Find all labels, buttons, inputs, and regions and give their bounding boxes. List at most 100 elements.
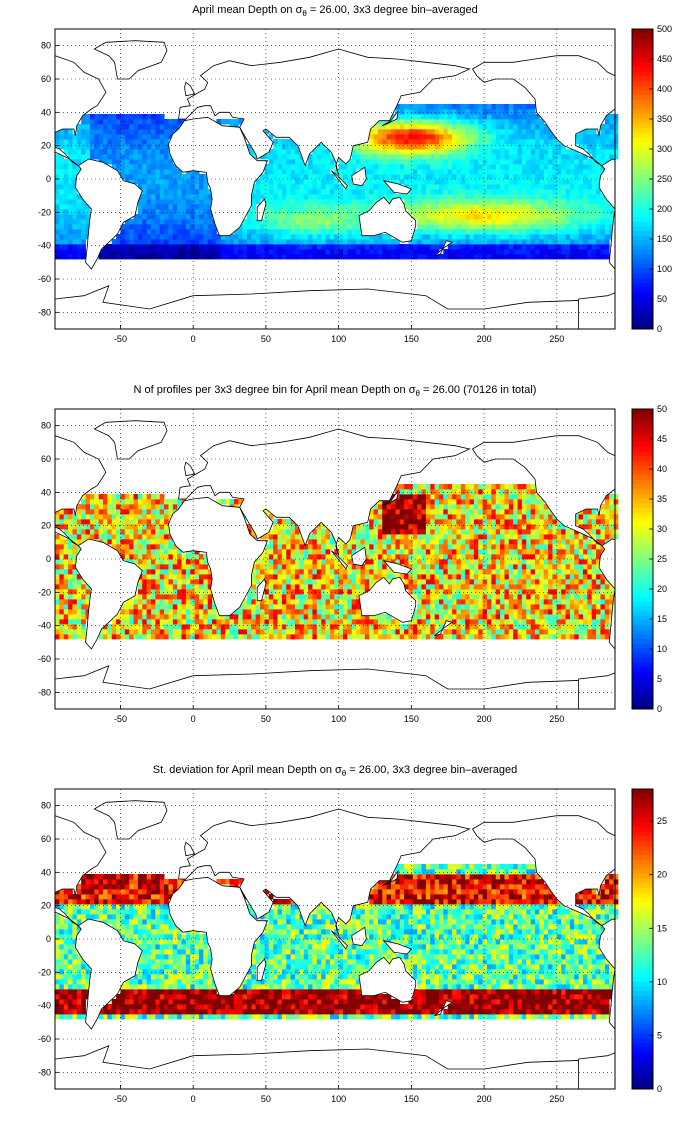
heatmap-cell (386, 194, 392, 200)
heatmap-cell (369, 134, 374, 140)
heatmap-cell (168, 549, 174, 555)
heatmap-cell (308, 604, 313, 610)
heatmap-cell (164, 209, 169, 215)
heatmap-cell (447, 189, 453, 195)
heatmap-cell (334, 219, 340, 225)
heatmap-cell (391, 139, 396, 145)
heatmap-cell (343, 584, 348, 590)
heatmap-cell (155, 509, 161, 515)
colorbar-segment (632, 61, 653, 67)
heatmap-cell (443, 534, 449, 540)
heatmap-cell (268, 159, 274, 165)
heatmap-cell (338, 174, 344, 180)
heatmap-cell (482, 179, 488, 185)
heatmap-cell (460, 244, 466, 250)
heatmap-cell (561, 194, 566, 200)
heatmap-cell (273, 609, 278, 615)
heatmap-cell (76, 154, 82, 160)
heatmap-cell (539, 244, 545, 250)
heatmap-cell (308, 569, 313, 575)
heatmap-cell (452, 214, 457, 220)
heatmap-cell (159, 559, 165, 565)
heatmap-cell (452, 484, 457, 490)
heatmap-cell (159, 524, 165, 530)
heatmap-cell (164, 539, 169, 545)
heatmap-cell (508, 114, 514, 120)
heatmap-cell (504, 229, 510, 235)
heatmap-cell (316, 224, 322, 230)
heatmap-cell (325, 619, 331, 625)
heatmap-cell (316, 204, 322, 210)
heatmap-cell (286, 184, 292, 190)
heatmap-cell (447, 169, 453, 175)
heatmap-cell (63, 214, 69, 220)
x-tick-label: 150 (404, 334, 419, 344)
heatmap-cell (434, 229, 440, 235)
heatmap-cell (325, 209, 331, 215)
heatmap-cell (377, 549, 383, 555)
heatmap-cell (382, 624, 388, 630)
heatmap-cell (539, 214, 545, 220)
heatmap-cell (478, 159, 484, 165)
heatmap-cell (194, 594, 200, 600)
coastline (74, 158, 143, 270)
heatmap-cell (159, 584, 165, 590)
grid (55, 29, 615, 329)
heatmap-cell (329, 219, 335, 225)
heatmap-cell (89, 149, 95, 155)
heatmap-cell (268, 604, 274, 610)
heatmap-cell (286, 589, 292, 595)
heatmap-cell (312, 164, 318, 170)
heatmap-cell (177, 609, 182, 615)
heatmap-cell (447, 519, 453, 525)
heatmap-cell (377, 624, 383, 630)
heatmap-cell (120, 164, 126, 170)
heatmap-cell (137, 254, 143, 260)
heatmap-cell (347, 179, 353, 185)
heatmap-cell (504, 179, 510, 185)
heatmap-cell (172, 229, 178, 235)
heatmap-cell (548, 204, 553, 210)
heatmap-cell (548, 159, 553, 165)
heatmap-cell (434, 489, 440, 495)
heatmap-cell (377, 244, 383, 250)
heatmap-cell (146, 629, 152, 635)
heatmap-cell (63, 609, 69, 615)
heatmap-cell (59, 629, 65, 635)
panel-depth: April mean Depth on σθ = 26.00, 3x3 degr… (0, 0, 696, 380)
heatmap-cell (181, 589, 187, 595)
heatmap-cell (55, 174, 60, 180)
heatmap-cell (360, 144, 366, 150)
coastline (598, 158, 615, 270)
heatmap-cell (299, 599, 305, 605)
heatmap-cell (430, 239, 436, 245)
heatmap-cell (251, 254, 257, 260)
heatmap-cell (146, 129, 152, 135)
heatmap-cell (325, 189, 331, 195)
heatmap-cell (500, 144, 505, 150)
heatmap-cell (460, 149, 466, 155)
heatmap-cell (133, 544, 139, 550)
heatmap-cell (356, 214, 361, 220)
heatmap-cell (185, 574, 191, 580)
heatmap-cell (574, 174, 580, 180)
heatmap-cell (164, 514, 169, 520)
heatmap-cell (343, 199, 348, 205)
heatmap-cell (460, 189, 466, 195)
heatmap-cell (430, 114, 436, 120)
heatmap-cell (194, 634, 200, 640)
heatmap-cell (347, 604, 353, 610)
heatmap-cell (465, 159, 470, 165)
heatmap-cell (329, 164, 335, 170)
heatmap-cell (98, 149, 104, 155)
heatmap-cell (238, 499, 244, 505)
heatmap-cell (343, 544, 348, 550)
heatmap-cell (364, 179, 370, 185)
heatmap-cell (295, 149, 300, 155)
heatmap-cell (430, 219, 436, 225)
heatmap-cell (94, 514, 100, 520)
heatmap-cell (63, 539, 69, 545)
heatmap-cell (434, 159, 440, 165)
heatmap-cell (439, 494, 444, 500)
heatmap-cell (55, 549, 60, 555)
